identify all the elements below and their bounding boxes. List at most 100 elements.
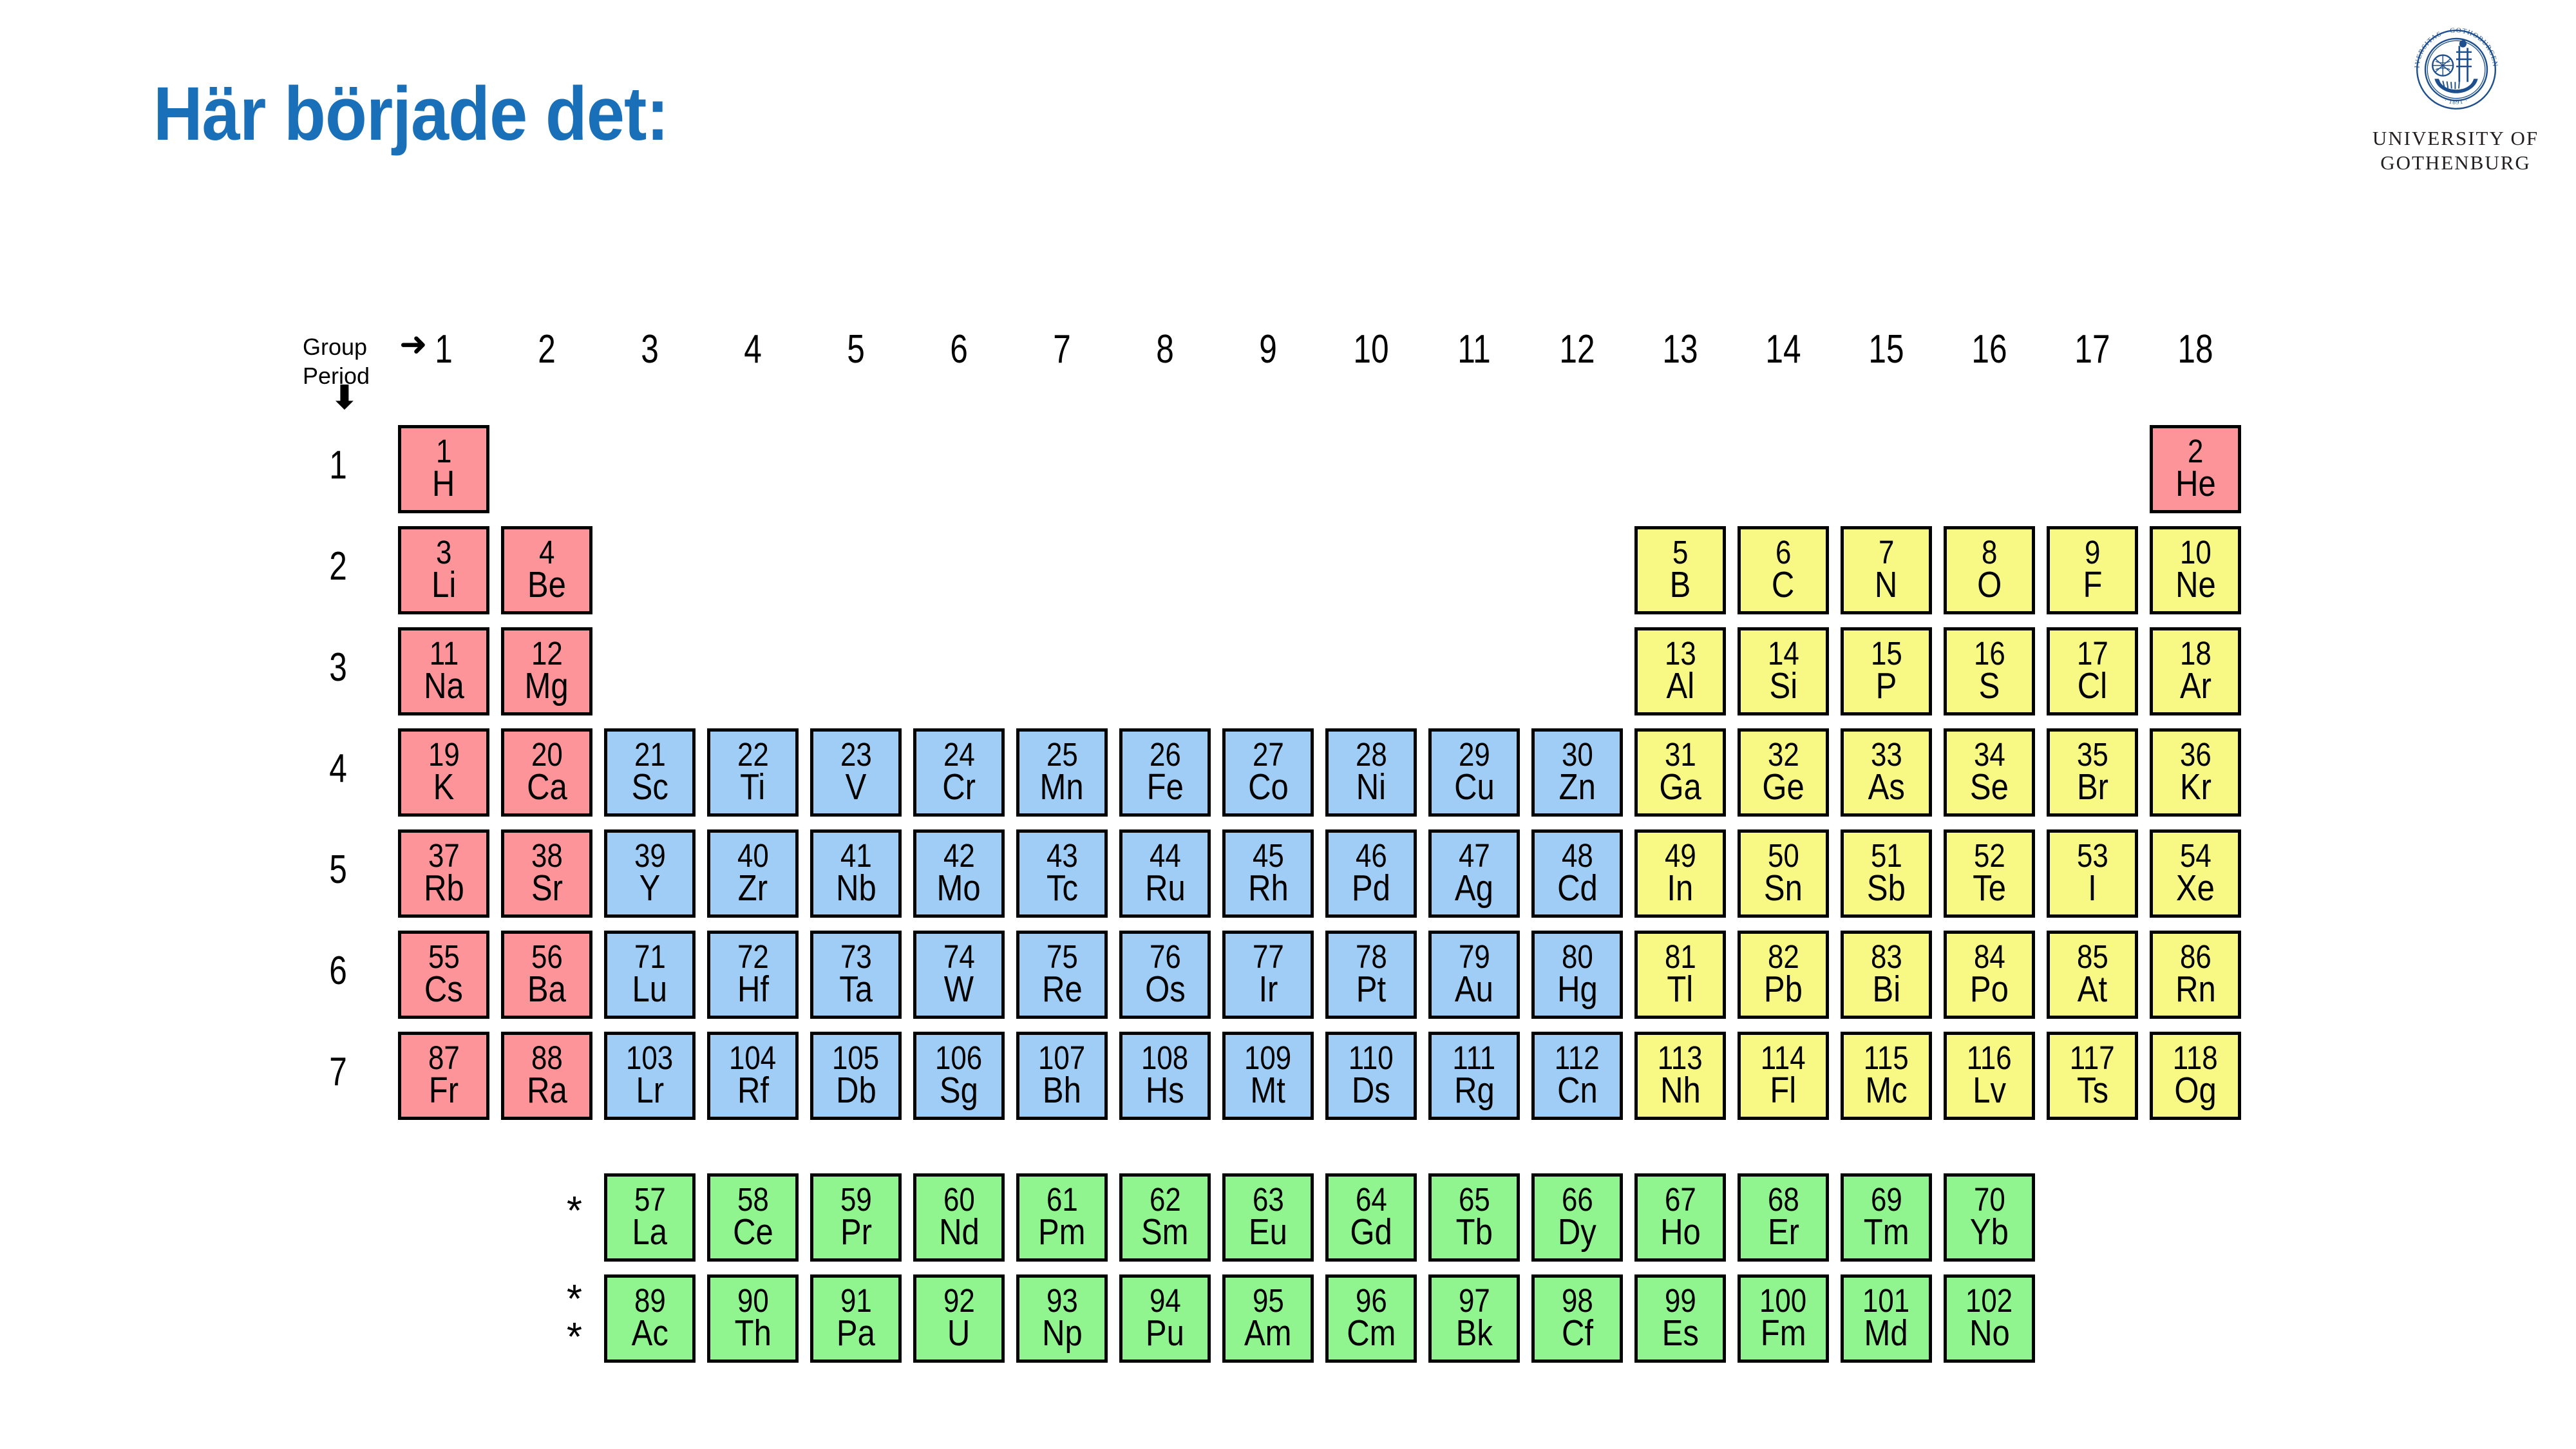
element-cell-sr[interactable]: 38 Sr — [501, 829, 592, 918]
element-cell-cl[interactable]: 17 Cl — [2047, 627, 2138, 715]
element-cell-re[interactable]: 75 Re — [1016, 931, 1108, 1019]
element-cell-cs[interactable]: 55 Cs — [398, 931, 489, 1019]
element-cell-br[interactable]: 35 Br — [2047, 728, 2138, 817]
element-cell-lu[interactable]: 71 Lu — [604, 931, 696, 1019]
element-cell-sb[interactable]: 51 Sb — [1841, 829, 1932, 918]
element-cell-fl[interactable]: 114 Fl — [1738, 1032, 1829, 1120]
element-cell-tc[interactable]: 43 Tc — [1016, 829, 1108, 918]
element-cell-nd[interactable]: 60 Nd — [913, 1173, 1005, 1262]
element-cell-be[interactable]: 4 Be — [501, 526, 592, 614]
element-cell-pd[interactable]: 46 Pd — [1325, 829, 1417, 918]
element-cell-yb[interactable]: 70 Yb — [1944, 1173, 2035, 1262]
element-cell-dy[interactable]: 66 Dy — [1531, 1173, 1623, 1262]
element-cell-og[interactable]: 118 Og — [2150, 1032, 2241, 1120]
element-cell-er[interactable]: 68 Er — [1738, 1173, 1829, 1262]
element-cell-na[interactable]: 11 Na — [398, 627, 489, 715]
element-cell-bk[interactable]: 97 Bk — [1428, 1274, 1520, 1363]
element-cell-md[interactable]: 101 Md — [1841, 1274, 1932, 1363]
element-cell-lr[interactable]: 103 Lr — [604, 1032, 696, 1120]
element-cell-as[interactable]: 33 As — [1841, 728, 1932, 817]
element-cell-rb[interactable]: 37 Rb — [398, 829, 489, 918]
element-cell-po[interactable]: 84 Po — [1944, 931, 2035, 1019]
element-cell-se[interactable]: 34 Se — [1944, 728, 2035, 817]
element-cell-bi[interactable]: 83 Bi — [1841, 931, 1932, 1019]
element-cell-ar[interactable]: 18 Ar — [2150, 627, 2241, 715]
element-cell-cm[interactable]: 96 Cm — [1325, 1274, 1417, 1363]
element-cell-ba[interactable]: 56 Ba — [501, 931, 592, 1019]
element-cell-u[interactable]: 92 U — [913, 1274, 1005, 1363]
element-cell-mo[interactable]: 42 Mo — [913, 829, 1005, 918]
element-cell-np[interactable]: 93 Np — [1016, 1274, 1108, 1363]
element-cell-fe[interactable]: 26 Fe — [1119, 728, 1211, 817]
element-cell-cf[interactable]: 98 Cf — [1531, 1274, 1623, 1363]
element-cell-ge[interactable]: 32 Ge — [1738, 728, 1829, 817]
element-cell-at[interactable]: 85 At — [2047, 931, 2138, 1019]
element-cell-v[interactable]: 23 V — [810, 728, 902, 817]
element-cell-te[interactable]: 52 Te — [1944, 829, 2035, 918]
element-cell-tb[interactable]: 65 Tb — [1428, 1173, 1520, 1262]
element-cell-sg[interactable]: 106 Sg — [913, 1032, 1005, 1120]
element-cell-ra[interactable]: 88 Ra — [501, 1032, 592, 1120]
element-cell-p[interactable]: 15 P — [1841, 627, 1932, 715]
element-cell-ir[interactable]: 77 Ir — [1222, 931, 1314, 1019]
element-cell-ti[interactable]: 22 Ti — [707, 728, 799, 817]
element-cell-ce[interactable]: 58 Ce — [707, 1173, 799, 1262]
element-cell-bh[interactable]: 107 Bh — [1016, 1032, 1108, 1120]
element-cell-ne[interactable]: 10 Ne — [2150, 526, 2241, 614]
element-cell-li[interactable]: 3 Li — [398, 526, 489, 614]
element-cell-ta[interactable]: 73 Ta — [810, 931, 902, 1019]
element-cell-co[interactable]: 27 Co — [1222, 728, 1314, 817]
element-cell-he[interactable]: 2 He — [2150, 425, 2241, 513]
element-cell-mt[interactable]: 109 Mt — [1222, 1032, 1314, 1120]
element-cell-kr[interactable]: 36 Kr — [2150, 728, 2241, 817]
element-cell-ho[interactable]: 67 Ho — [1634, 1173, 1726, 1262]
element-cell-pu[interactable]: 94 Pu — [1119, 1274, 1211, 1363]
element-cell-pb[interactable]: 82 Pb — [1738, 931, 1829, 1019]
element-cell-in[interactable]: 49 In — [1634, 829, 1726, 918]
element-cell-hf[interactable]: 72 Hf — [707, 931, 799, 1019]
element-cell-cn[interactable]: 112 Cn — [1531, 1032, 1623, 1120]
element-cell-pt[interactable]: 78 Pt — [1325, 931, 1417, 1019]
element-cell-al[interactable]: 13 Al — [1634, 627, 1726, 715]
element-cell-th[interactable]: 90 Th — [707, 1274, 799, 1363]
element-cell-gd[interactable]: 64 Gd — [1325, 1173, 1417, 1262]
element-cell-ca[interactable]: 20 Ca — [501, 728, 592, 817]
element-cell-cr[interactable]: 24 Cr — [913, 728, 1005, 817]
element-cell-mn[interactable]: 25 Mn — [1016, 728, 1108, 817]
element-cell-hs[interactable]: 108 Hs — [1119, 1032, 1211, 1120]
element-cell-ac[interactable]: 89 Ac — [604, 1274, 696, 1363]
element-cell-cu[interactable]: 29 Cu — [1428, 728, 1520, 817]
element-cell-tm[interactable]: 69 Tm — [1841, 1173, 1932, 1262]
element-cell-tl[interactable]: 81 Tl — [1634, 931, 1726, 1019]
element-cell-nh[interactable]: 113 Nh — [1634, 1032, 1726, 1120]
element-cell-fr[interactable]: 87 Fr — [398, 1032, 489, 1120]
element-cell-zn[interactable]: 30 Zn — [1531, 728, 1623, 817]
element-cell-ag[interactable]: 47 Ag — [1428, 829, 1520, 918]
element-cell-ds[interactable]: 110 Ds — [1325, 1032, 1417, 1120]
element-cell-db[interactable]: 105 Db — [810, 1032, 902, 1120]
element-cell-no[interactable]: 102 No — [1944, 1274, 2035, 1363]
element-cell-eu[interactable]: 63 Eu — [1222, 1173, 1314, 1262]
element-cell-cd[interactable]: 48 Cd — [1531, 829, 1623, 918]
element-cell-es[interactable]: 99 Es — [1634, 1274, 1726, 1363]
element-cell-fm[interactable]: 100 Fm — [1738, 1274, 1829, 1363]
element-cell-hg[interactable]: 80 Hg — [1531, 931, 1623, 1019]
element-cell-mg[interactable]: 12 Mg — [501, 627, 592, 715]
element-cell-rf[interactable]: 104 Rf — [707, 1032, 799, 1120]
element-cell-mc[interactable]: 115 Mc — [1841, 1032, 1932, 1120]
element-cell-am[interactable]: 95 Am — [1222, 1274, 1314, 1363]
element-cell-pa[interactable]: 91 Pa — [810, 1274, 902, 1363]
element-cell-nb[interactable]: 41 Nb — [810, 829, 902, 918]
element-cell-os[interactable]: 76 Os — [1119, 931, 1211, 1019]
element-cell-au[interactable]: 79 Au — [1428, 931, 1520, 1019]
element-cell-rh[interactable]: 45 Rh — [1222, 829, 1314, 918]
element-cell-xe[interactable]: 54 Xe — [2150, 829, 2241, 918]
element-cell-zr[interactable]: 40 Zr — [707, 829, 799, 918]
element-cell-ts[interactable]: 117 Ts — [2047, 1032, 2138, 1120]
element-cell-la[interactable]: 57 La — [604, 1173, 696, 1262]
element-cell-rg[interactable]: 111 Rg — [1428, 1032, 1520, 1120]
element-cell-rn[interactable]: 86 Rn — [2150, 931, 2241, 1019]
